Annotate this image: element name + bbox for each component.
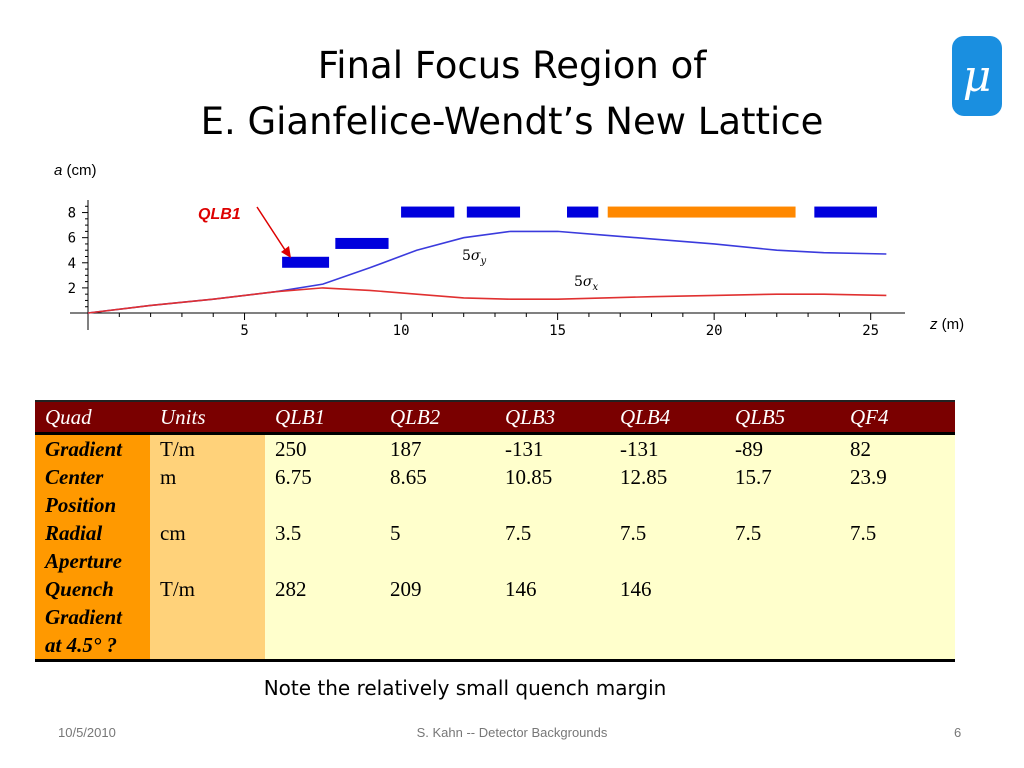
magnet-bar <box>335 237 389 249</box>
sigma-y-label: 5σy <box>462 248 487 267</box>
title-line-1: Final Focus Region of <box>317 44 707 87</box>
table-cell <box>725 575 840 603</box>
envelope-chart: 5 10 15 20 25 2 4 6 8 <box>68 200 905 339</box>
magnet-bar <box>607 206 796 218</box>
table-cell: -131 <box>495 433 610 463</box>
table-cell: 250 <box>265 433 380 463</box>
table-cell: 7.5 <box>610 519 725 547</box>
header-units: Units <box>150 400 265 435</box>
row-label: Radial <box>35 519 150 547</box>
y-tick-label: 4 <box>68 256 76 272</box>
table-cell: 282 <box>265 575 380 603</box>
x-tick-label: 25 <box>862 323 879 339</box>
table-row-radial: Radial cm 3.5 5 7.5 7.5 7.5 7.5 <box>35 519 955 547</box>
row-label: Position <box>35 491 150 519</box>
mu-logo: μ <box>952 36 1002 116</box>
units-cell: T/m <box>150 575 265 603</box>
x-tick-label: 20 <box>706 323 723 339</box>
quad-table: Quad Units QLB1 QLB2 QLB3 QLB4 QLB5 QF4 … <box>35 400 955 662</box>
table-cell: 5 <box>380 519 495 547</box>
footer-title: S. Kahn -- Detector Backgrounds <box>416 725 608 740</box>
units-cell: T/m <box>150 433 265 463</box>
row-label: Quench <box>35 575 150 603</box>
table-row-quench-cont2: at 4.5° ? <box>35 631 955 662</box>
table-cell: -89 <box>725 433 840 463</box>
y-axis-label: a (cm) <box>54 162 97 179</box>
table-cell: -131 <box>610 433 725 463</box>
table-row-center: Center m 6.75 8.65 10.85 12.85 15.7 23.9 <box>35 463 955 491</box>
table-cell: 187 <box>380 433 495 463</box>
table-cell <box>840 575 955 603</box>
magnet-bar <box>567 206 599 218</box>
table-cell: 10.85 <box>495 463 610 491</box>
x-tick-label: 10 <box>393 323 410 339</box>
magnet-bar <box>401 206 455 218</box>
units-cell: cm <box>150 519 265 547</box>
table-cell: 7.5 <box>725 519 840 547</box>
header-qlb4: QLB4 <box>610 400 725 435</box>
table-row-gradient: Gradient T/m 250 187 -131 -131 -89 82 <box>35 433 955 463</box>
table-cell: 3.5 <box>265 519 380 547</box>
table-row-quench: Quench T/m 282 209 146 146 <box>35 575 955 603</box>
row-label: at 4.5° ? <box>35 631 150 662</box>
qlb1-arrowhead <box>281 246 291 258</box>
row-label: Gradient <box>35 603 150 631</box>
header-quad: Quad <box>35 400 150 435</box>
note-text: Note the relatively small quench margin <box>263 676 667 700</box>
table-cell: 15.7 <box>725 463 840 491</box>
row-label: Gradient <box>35 433 150 463</box>
y-tick-label: 6 <box>68 231 76 247</box>
table-cell: 7.5 <box>840 519 955 547</box>
header-qf4: QF4 <box>840 400 955 435</box>
table-cell: 82 <box>840 433 955 463</box>
y-tick-label: 8 <box>68 206 76 222</box>
header-qlb1: QLB1 <box>265 400 380 435</box>
table-row-quench-cont: Gradient <box>35 603 955 631</box>
table-cell: 7.5 <box>495 519 610 547</box>
sigma-x-label: 5σx <box>574 274 599 293</box>
slide-title: Final Focus Region of E. Gianfelice-Wend… <box>0 38 1024 150</box>
footer-date: 10/5/2010 <box>58 725 116 740</box>
table-cell: 146 <box>610 575 725 603</box>
table-cell: 8.65 <box>380 463 495 491</box>
x-tick-label: 15 <box>549 323 566 339</box>
footer-page-number: 6 <box>954 725 962 740</box>
qlb1-annotation: QLB1 <box>198 206 241 223</box>
table-cell: 6.75 <box>265 463 380 491</box>
y-tick-label: 2 <box>68 281 76 297</box>
series-line-sigma-x <box>87 287 887 314</box>
series-line-sigma-y <box>87 230 887 314</box>
header-qlb2: QLB2 <box>380 400 495 435</box>
title-line-2: E. Gianfelice-Wendt’s New Lattice <box>200 100 824 143</box>
table-header-row: Quad Units QLB1 QLB2 QLB3 QLB4 QLB5 QF4 <box>35 400 955 435</box>
table-cell: 209 <box>380 575 495 603</box>
table-cell: 12.85 <box>610 463 725 491</box>
magnet-bar <box>282 256 330 268</box>
header-qlb5: QLB5 <box>725 400 840 435</box>
header-qlb3: QLB3 <box>495 400 610 435</box>
table-cell: 146 <box>495 575 610 603</box>
units-cell: m <box>150 463 265 491</box>
table-row-center-cont: Position <box>35 491 955 519</box>
row-label: Aperture <box>35 547 150 575</box>
table-row-radial-cont: Aperture <box>35 547 955 575</box>
qlb1-arrow <box>256 206 288 254</box>
table-cell: 23.9 <box>840 463 955 491</box>
row-label: Center <box>35 463 150 491</box>
x-tick-label: 5 <box>240 323 248 339</box>
magnet-bar <box>466 206 521 218</box>
x-axis-label: z (m) <box>930 316 965 333</box>
magnet-bar <box>814 206 877 218</box>
